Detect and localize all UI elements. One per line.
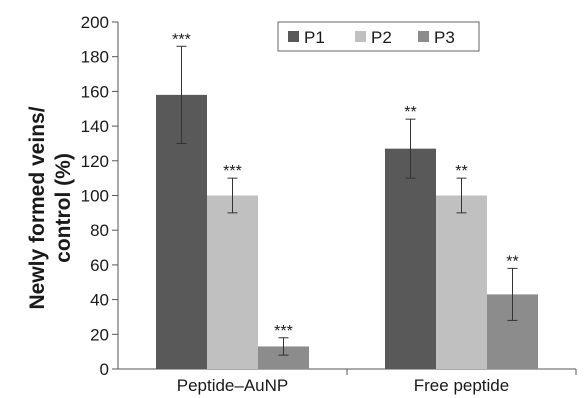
x-axis: Peptide–AuNP Free peptide (118, 368, 577, 395)
significance-label: ** (455, 163, 467, 180)
y-tick-label: 100 (81, 187, 109, 206)
legend-label-p3: P3 (434, 28, 455, 47)
significance-label: *** (172, 31, 191, 48)
y-tick-label: 60 (90, 256, 109, 275)
y-axis: 0 20 40 60 80 100 120 140 160 180 200 (81, 13, 119, 379)
legend-swatch-p2 (355, 31, 366, 42)
legend: P1 P2 P3 (277, 21, 480, 52)
bar-p3 (258, 346, 309, 369)
y-axis-label-line-2: control (%) (52, 153, 75, 263)
bar-p2 (207, 195, 258, 369)
y-tick-label: 40 (90, 291, 109, 310)
y-tick-label: 140 (81, 117, 109, 136)
bar-p1 (385, 148, 436, 369)
significance-label: *** (223, 163, 242, 180)
y-tick-label: 0 (100, 360, 109, 379)
significance-label: ** (506, 253, 518, 270)
bar-p2 (436, 195, 487, 369)
y-axis-label-line-1: Newly formed veins/ (26, 106, 49, 309)
bars-layer: *************** (156, 31, 538, 370)
y-tick-label: 120 (81, 152, 109, 171)
y-tick-label: 160 (81, 82, 109, 101)
legend-box (277, 21, 480, 52)
x-category-label: Free peptide (414, 376, 509, 395)
y-axis-label: Newly formed veins/ control (%) (26, 106, 75, 309)
y-tick-label: 180 (81, 48, 109, 67)
legend-swatch-p3 (418, 31, 429, 42)
legend-swatch-p1 (288, 31, 299, 42)
significance-label: *** (274, 323, 293, 340)
legend-label-p1: P1 (304, 28, 325, 47)
y-tick-label: 20 (90, 325, 109, 344)
legend-label-p2: P2 (371, 28, 392, 47)
y-tick-label: 200 (81, 13, 109, 32)
x-category-label: Peptide–AuNP (177, 376, 289, 395)
y-tick-label: 80 (90, 221, 109, 240)
significance-label: ** (404, 104, 416, 121)
